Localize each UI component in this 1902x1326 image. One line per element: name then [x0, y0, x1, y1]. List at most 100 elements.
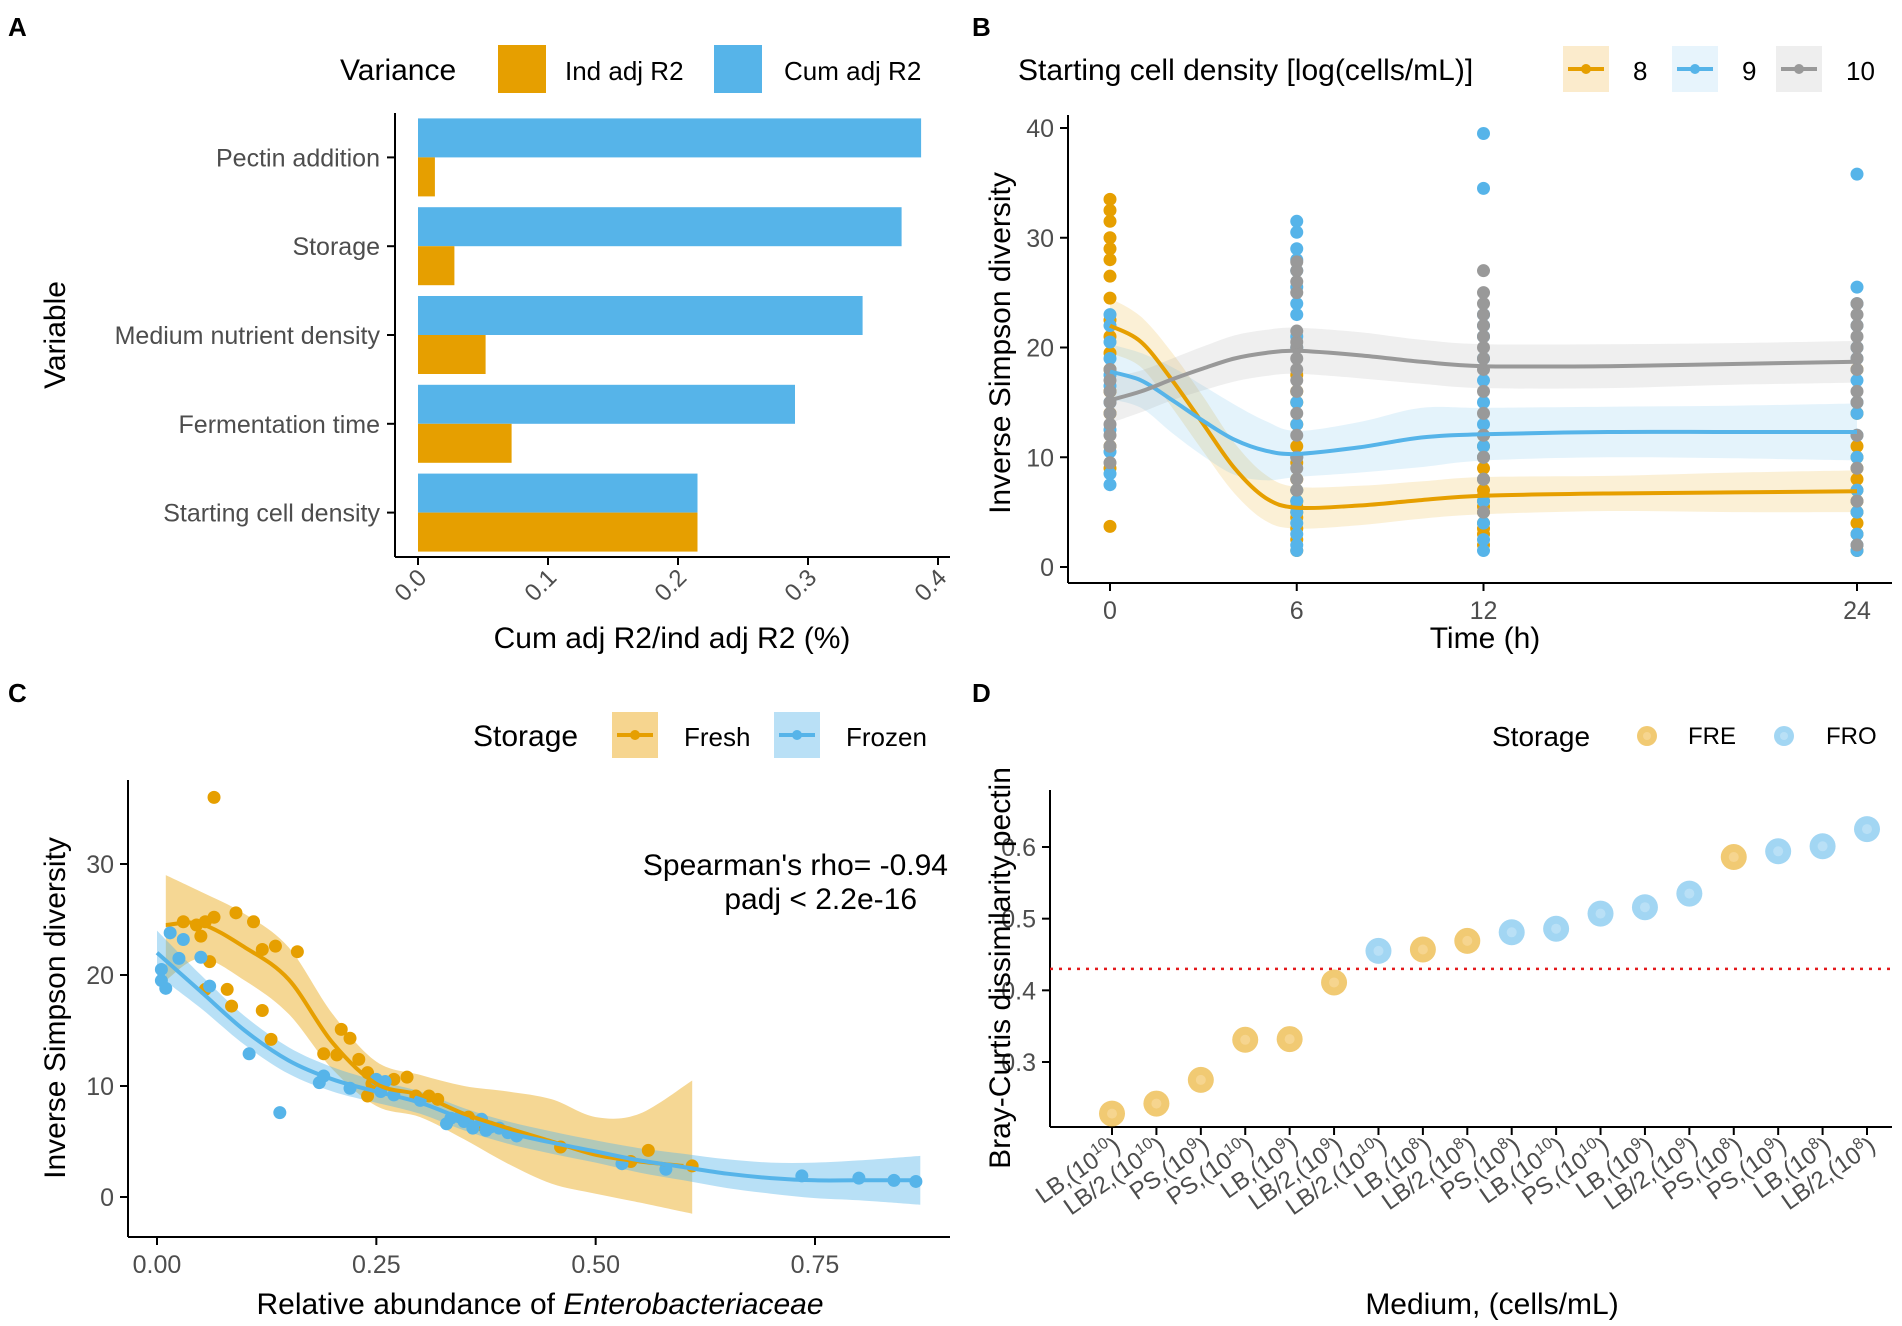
data-point-10: [1850, 384, 1864, 398]
panel-c-y-tick-label: 20: [86, 962, 114, 990]
panel-b-y-tick-label: 10: [1026, 444, 1054, 472]
legend-key-fresh-dot: [630, 730, 640, 740]
data-point-10: [1290, 472, 1304, 486]
data-point-fresh: [268, 939, 282, 953]
data-point-9: [1477, 373, 1490, 387]
data-point-8: [1850, 439, 1864, 453]
data-point-fresh: [641, 1143, 655, 1157]
data-point-10: [1290, 384, 1304, 398]
panel-b-letter: B: [972, 12, 991, 42]
panel-c-y-label: Inverse Simpson diversity: [39, 837, 72, 1179]
panel-c-letter: C: [8, 678, 27, 708]
data-point-8: [1103, 203, 1117, 217]
panel-c-x-tick-label: 0.75: [791, 1251, 840, 1279]
panel-c-x-tick-label: 0.00: [133, 1251, 182, 1279]
dissimilarity-point-inner: [1107, 1108, 1117, 1119]
data-point-9: [1477, 417, 1490, 431]
data-point-10: [1477, 505, 1490, 519]
legend-label-fro: FRO: [1826, 723, 1877, 750]
legend-key-cum: [714, 45, 762, 93]
panel-a-x-tick-label: 0.2: [650, 564, 693, 607]
data-point-9: [1103, 478, 1117, 492]
data-point-9: [1290, 516, 1304, 530]
panel-b-x-tick-label: 0: [1103, 597, 1117, 625]
data-point-10: [1850, 538, 1864, 552]
panel-a-legend-title: Variance: [340, 54, 456, 87]
data-point-8: [1103, 242, 1117, 256]
data-point-frozen: [163, 926, 177, 940]
data-point-10: [1850, 330, 1864, 344]
data-point-9: [1850, 280, 1864, 294]
data-point-10: [1103, 384, 1117, 398]
data-point-10: [1290, 373, 1304, 387]
data-point-9: [1290, 297, 1304, 311]
data-point-10: [1290, 461, 1304, 475]
panel-d-y-label: Bray-Curtis dissimilarity pectin: [984, 767, 1017, 1169]
data-point-fresh: [207, 910, 221, 924]
fit-line-frozen: [155, 951, 921, 1183]
spearman-annotation: Spearman's rho= -0.94: [643, 849, 948, 882]
data-point-10: [1290, 362, 1304, 376]
data-point-10: [1290, 255, 1304, 269]
data-point-10: [1103, 428, 1117, 442]
data-point-9: [1477, 544, 1490, 558]
data-point-10: [1103, 439, 1117, 453]
data-point-frozen: [176, 932, 190, 946]
data-point-10: [1850, 297, 1864, 311]
data-point-frozen: [852, 1171, 866, 1185]
legend-key-frozen-dot: [792, 730, 802, 740]
data-point-10: [1290, 351, 1304, 365]
data-point-fresh: [352, 1052, 366, 1066]
data-point-frozen: [242, 1047, 256, 1061]
bar-ind-2: [418, 335, 486, 374]
dissimilarity-point-inner: [1195, 1074, 1206, 1085]
data-point-fresh: [290, 945, 304, 959]
data-point-fresh: [400, 1070, 414, 1084]
bar-cum-3: [418, 384, 795, 424]
data-point-10: [1477, 472, 1490, 486]
legend-label-density: 10: [1846, 56, 1875, 86]
data-point-8: [1103, 231, 1117, 245]
data-point-10: [1290, 324, 1304, 338]
panel-b-y-tick-label: 40: [1026, 115, 1054, 143]
panel-a-y-tick-label: Storage: [292, 233, 380, 261]
data-point-frozen: [194, 950, 208, 964]
legend-key-density-8-dot: [1581, 64, 1591, 74]
data-point-fresh: [225, 999, 239, 1013]
data-point-10: [1290, 483, 1304, 497]
data-point-10: [1850, 395, 1864, 409]
data-point-9: [1850, 450, 1864, 464]
legend-label-fresh: Fresh: [684, 722, 750, 752]
data-point-fresh: [343, 1031, 357, 1045]
data-point-9: [1290, 395, 1304, 409]
legend-label-cum: Cum adj R2: [784, 56, 921, 86]
legend-label-frozen: Frozen: [846, 722, 927, 752]
panel-b: B Starting cell density [log(cells/mL)] 8 9…: [972, 12, 1892, 655]
data-point-9: [1477, 181, 1490, 195]
data-point-9: [1290, 214, 1304, 228]
dissimilarity-point-inner: [1862, 824, 1872, 835]
data-point-9: [1290, 242, 1304, 256]
data-point-9: [1477, 533, 1490, 547]
panel-a-x-tick-label: 0.1: [520, 564, 563, 607]
bar-ind-0: [418, 157, 435, 197]
data-point-8: [1477, 483, 1490, 497]
dissimilarity-point-inner: [1817, 841, 1828, 852]
data-point-fresh: [247, 915, 261, 929]
panel-a-letter: A: [8, 12, 27, 42]
panel-b-y-tick-label: 0: [1040, 554, 1054, 582]
data-point-8: [1850, 516, 1864, 530]
panel-a-y-tick-label: Fermentation time: [179, 411, 380, 439]
legend-label-ind: Ind adj R2: [565, 56, 684, 86]
panel-a-y-tick-label: Medium nutrient density: [115, 322, 381, 350]
data-point-8: [1850, 472, 1864, 486]
data-point-fresh: [317, 1047, 331, 1061]
panel-a-y-tick-label: Pectin addition: [216, 144, 380, 172]
data-point-10: [1850, 341, 1864, 354]
data-point-10: [1477, 286, 1490, 300]
legend-label-fre: FRE: [1688, 723, 1736, 750]
data-point-10: [1290, 428, 1304, 442]
bar-cum-2: [418, 296, 863, 335]
panel-d-y-tick-label: 0.6: [1001, 834, 1036, 862]
